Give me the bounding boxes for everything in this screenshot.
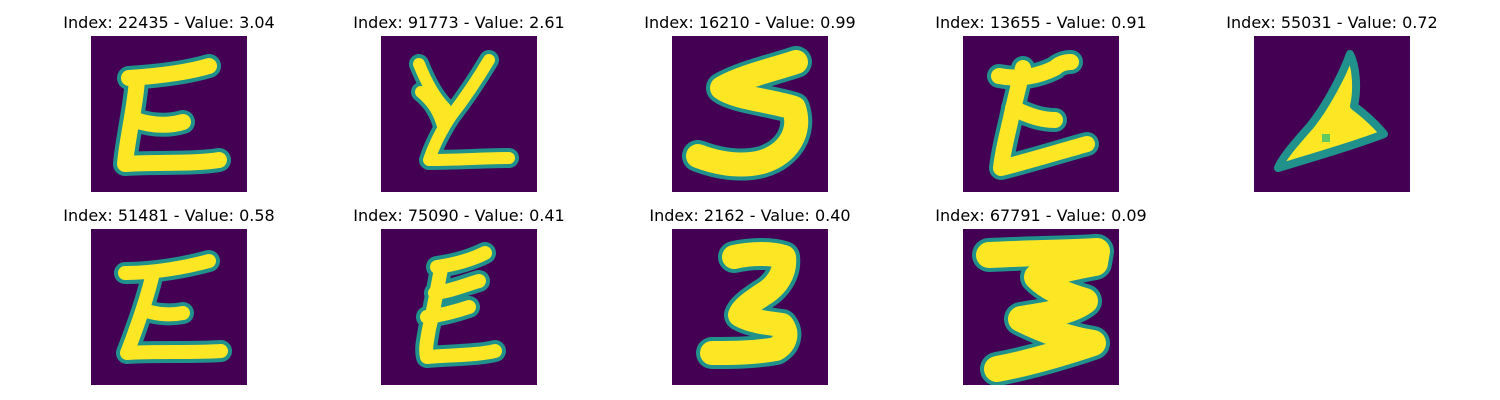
panel-title: Index: 2162 - Value: 0.40 (620, 206, 880, 226)
panel-6: Index: 51481 - Value: 0.58 (39, 206, 299, 386)
digit-image (381, 36, 537, 192)
panel-5: Index: 55031 - Value: 0.72 (1202, 13, 1462, 193)
panel-title: Index: 67791 - Value: 0.09 (911, 206, 1171, 226)
digit-image (672, 36, 828, 192)
digit-image (91, 36, 247, 192)
panel-4: Index: 13655 - Value: 0.91 (911, 13, 1171, 193)
digit-image (91, 229, 247, 385)
panel-title: Index: 22435 - Value: 3.04 (39, 13, 299, 33)
panel-8: Index: 2162 - Value: 0.40 (620, 206, 880, 386)
panel-7: Index: 75090 - Value: 0.41 (329, 206, 589, 386)
panel-title: Index: 13655 - Value: 0.91 (911, 13, 1171, 33)
panel-title: Index: 75090 - Value: 0.41 (329, 206, 589, 226)
digit-image (381, 229, 537, 385)
digit-image (963, 36, 1119, 192)
panel-title: Index: 51481 - Value: 0.58 (39, 206, 299, 226)
digit-image (963, 229, 1119, 385)
panel-9: Index: 67791 - Value: 0.09 (911, 206, 1171, 386)
panel-title: Index: 91773 - Value: 2.61 (329, 13, 589, 33)
panel-1: Index: 22435 - Value: 3.04 (39, 13, 299, 193)
panel-2: Index: 91773 - Value: 2.61 (329, 13, 589, 193)
panel-title: Index: 16210 - Value: 0.99 (620, 13, 880, 33)
panel-3: Index: 16210 - Value: 0.99 (620, 13, 880, 193)
digit-image (672, 229, 828, 385)
digit-image (1254, 36, 1410, 192)
panel-title: Index: 55031 - Value: 0.72 (1202, 13, 1462, 33)
